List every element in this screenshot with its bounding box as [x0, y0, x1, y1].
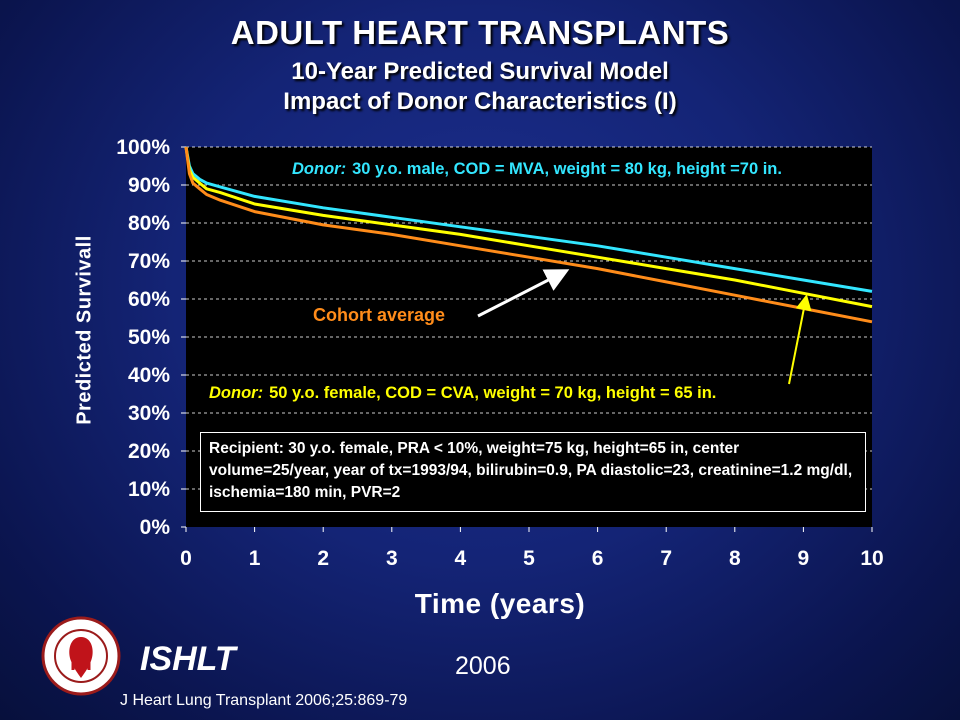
x-tick-label: 0	[180, 547, 192, 570]
x-tick-label: 10	[860, 547, 883, 570]
cohort-average-label: Cohort average	[313, 305, 446, 325]
ishlt-logo-icon	[41, 616, 121, 696]
x-tick-label: 7	[660, 547, 672, 570]
y-tick-label: 60%	[128, 288, 170, 311]
y-axis-label: Predicted Survivall	[73, 235, 96, 425]
slide-subtitle-1: 10-Year Predicted Survival Model	[291, 58, 669, 85]
donor-1-prefix: Donor:	[292, 160, 347, 178]
year-label: 2006	[455, 652, 511, 680]
x-tick-label: 5	[523, 547, 535, 570]
x-tick-label: 1	[249, 547, 261, 570]
y-tick-label: 50%	[128, 326, 170, 349]
donor-2-annotation: Donor: 50 y.o. female, COD = CVA, weight …	[209, 384, 716, 403]
donor-1-text: 30 y.o. male, COD = MVA, weight = 80 kg,…	[352, 160, 782, 178]
slide-subtitle-2: Impact of Donor Characteristics (I)	[283, 88, 677, 115]
series-line-donor2	[184, 146, 873, 324]
x-tick-label: 4	[455, 547, 467, 570]
citation: J Heart Lung Transplant 2006;25:869-79	[120, 692, 408, 709]
y-tick-label: 70%	[128, 250, 170, 273]
donor-1-annotation: Donor: 30 y.o. male, COD = MVA, weight = …	[292, 160, 782, 179]
y-tick-label: 20%	[128, 440, 170, 463]
y-tick-label: 40%	[128, 364, 170, 387]
y-tick-label: 80%	[128, 212, 170, 235]
y-tick-label: 30%	[128, 402, 170, 425]
x-tick-label: 8	[729, 547, 741, 570]
recipient-box: Recipient: 30 y.o. female, PRA < 10%, we…	[200, 432, 866, 512]
x-tick-label: 9	[798, 547, 810, 570]
donor-2-prefix: Donor:	[209, 384, 264, 402]
y-tick-label: 0%	[140, 516, 171, 539]
x-tick-label: 3	[386, 547, 398, 570]
y-tick-label: 90%	[128, 174, 170, 197]
donor-2-arrow	[788, 294, 812, 385]
cohort-arrow	[477, 269, 570, 318]
y-axis-label-wrap: Predicted Survivall	[65, 200, 105, 460]
y-tick-label: 100%	[116, 136, 170, 159]
x-axis-label: Time (years)	[414, 588, 586, 619]
x-tick-label: 2	[317, 547, 329, 570]
donor-2-text: 50 y.o. female, COD = CVA, weight = 70 k…	[269, 384, 717, 402]
y-tick-label: 10%	[128, 478, 170, 501]
slide-title: ADULT HEART TRANSPLANTS	[230, 14, 730, 51]
series-line-donor1	[184, 146, 873, 293]
ishlt-label: ISHLT	[140, 640, 236, 678]
x-tick-label: 6	[592, 547, 604, 570]
series-line-cohort	[184, 146, 873, 309]
